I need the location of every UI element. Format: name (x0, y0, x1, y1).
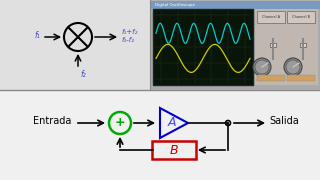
Text: Channel B: Channel B (292, 15, 310, 19)
FancyBboxPatch shape (255, 9, 318, 85)
FancyBboxPatch shape (151, 1, 320, 9)
Circle shape (253, 58, 271, 76)
FancyBboxPatch shape (300, 43, 306, 47)
FancyBboxPatch shape (257, 75, 285, 81)
Text: +: + (115, 116, 125, 129)
Circle shape (226, 120, 230, 125)
FancyBboxPatch shape (270, 43, 276, 47)
Text: B: B (170, 143, 178, 156)
Text: f₂: f₂ (80, 70, 86, 79)
Text: f₁: f₁ (34, 31, 40, 40)
FancyBboxPatch shape (0, 0, 150, 90)
Text: A: A (168, 116, 176, 129)
FancyBboxPatch shape (153, 9, 253, 85)
FancyBboxPatch shape (151, 1, 320, 89)
Text: Channel A: Channel A (262, 15, 280, 19)
Circle shape (255, 60, 269, 74)
FancyBboxPatch shape (287, 75, 315, 81)
FancyBboxPatch shape (0, 90, 320, 180)
Circle shape (286, 60, 300, 74)
Text: f₁-f₂: f₁-f₂ (122, 37, 135, 43)
Text: Salida: Salida (269, 116, 299, 126)
FancyBboxPatch shape (287, 11, 315, 23)
Text: Digital Oscilloscope: Digital Oscilloscope (155, 3, 195, 7)
Circle shape (284, 58, 302, 76)
FancyBboxPatch shape (257, 11, 285, 23)
Text: f₁+f₂: f₁+f₂ (122, 29, 138, 35)
Text: Entrada: Entrada (33, 116, 71, 126)
FancyBboxPatch shape (152, 141, 196, 159)
